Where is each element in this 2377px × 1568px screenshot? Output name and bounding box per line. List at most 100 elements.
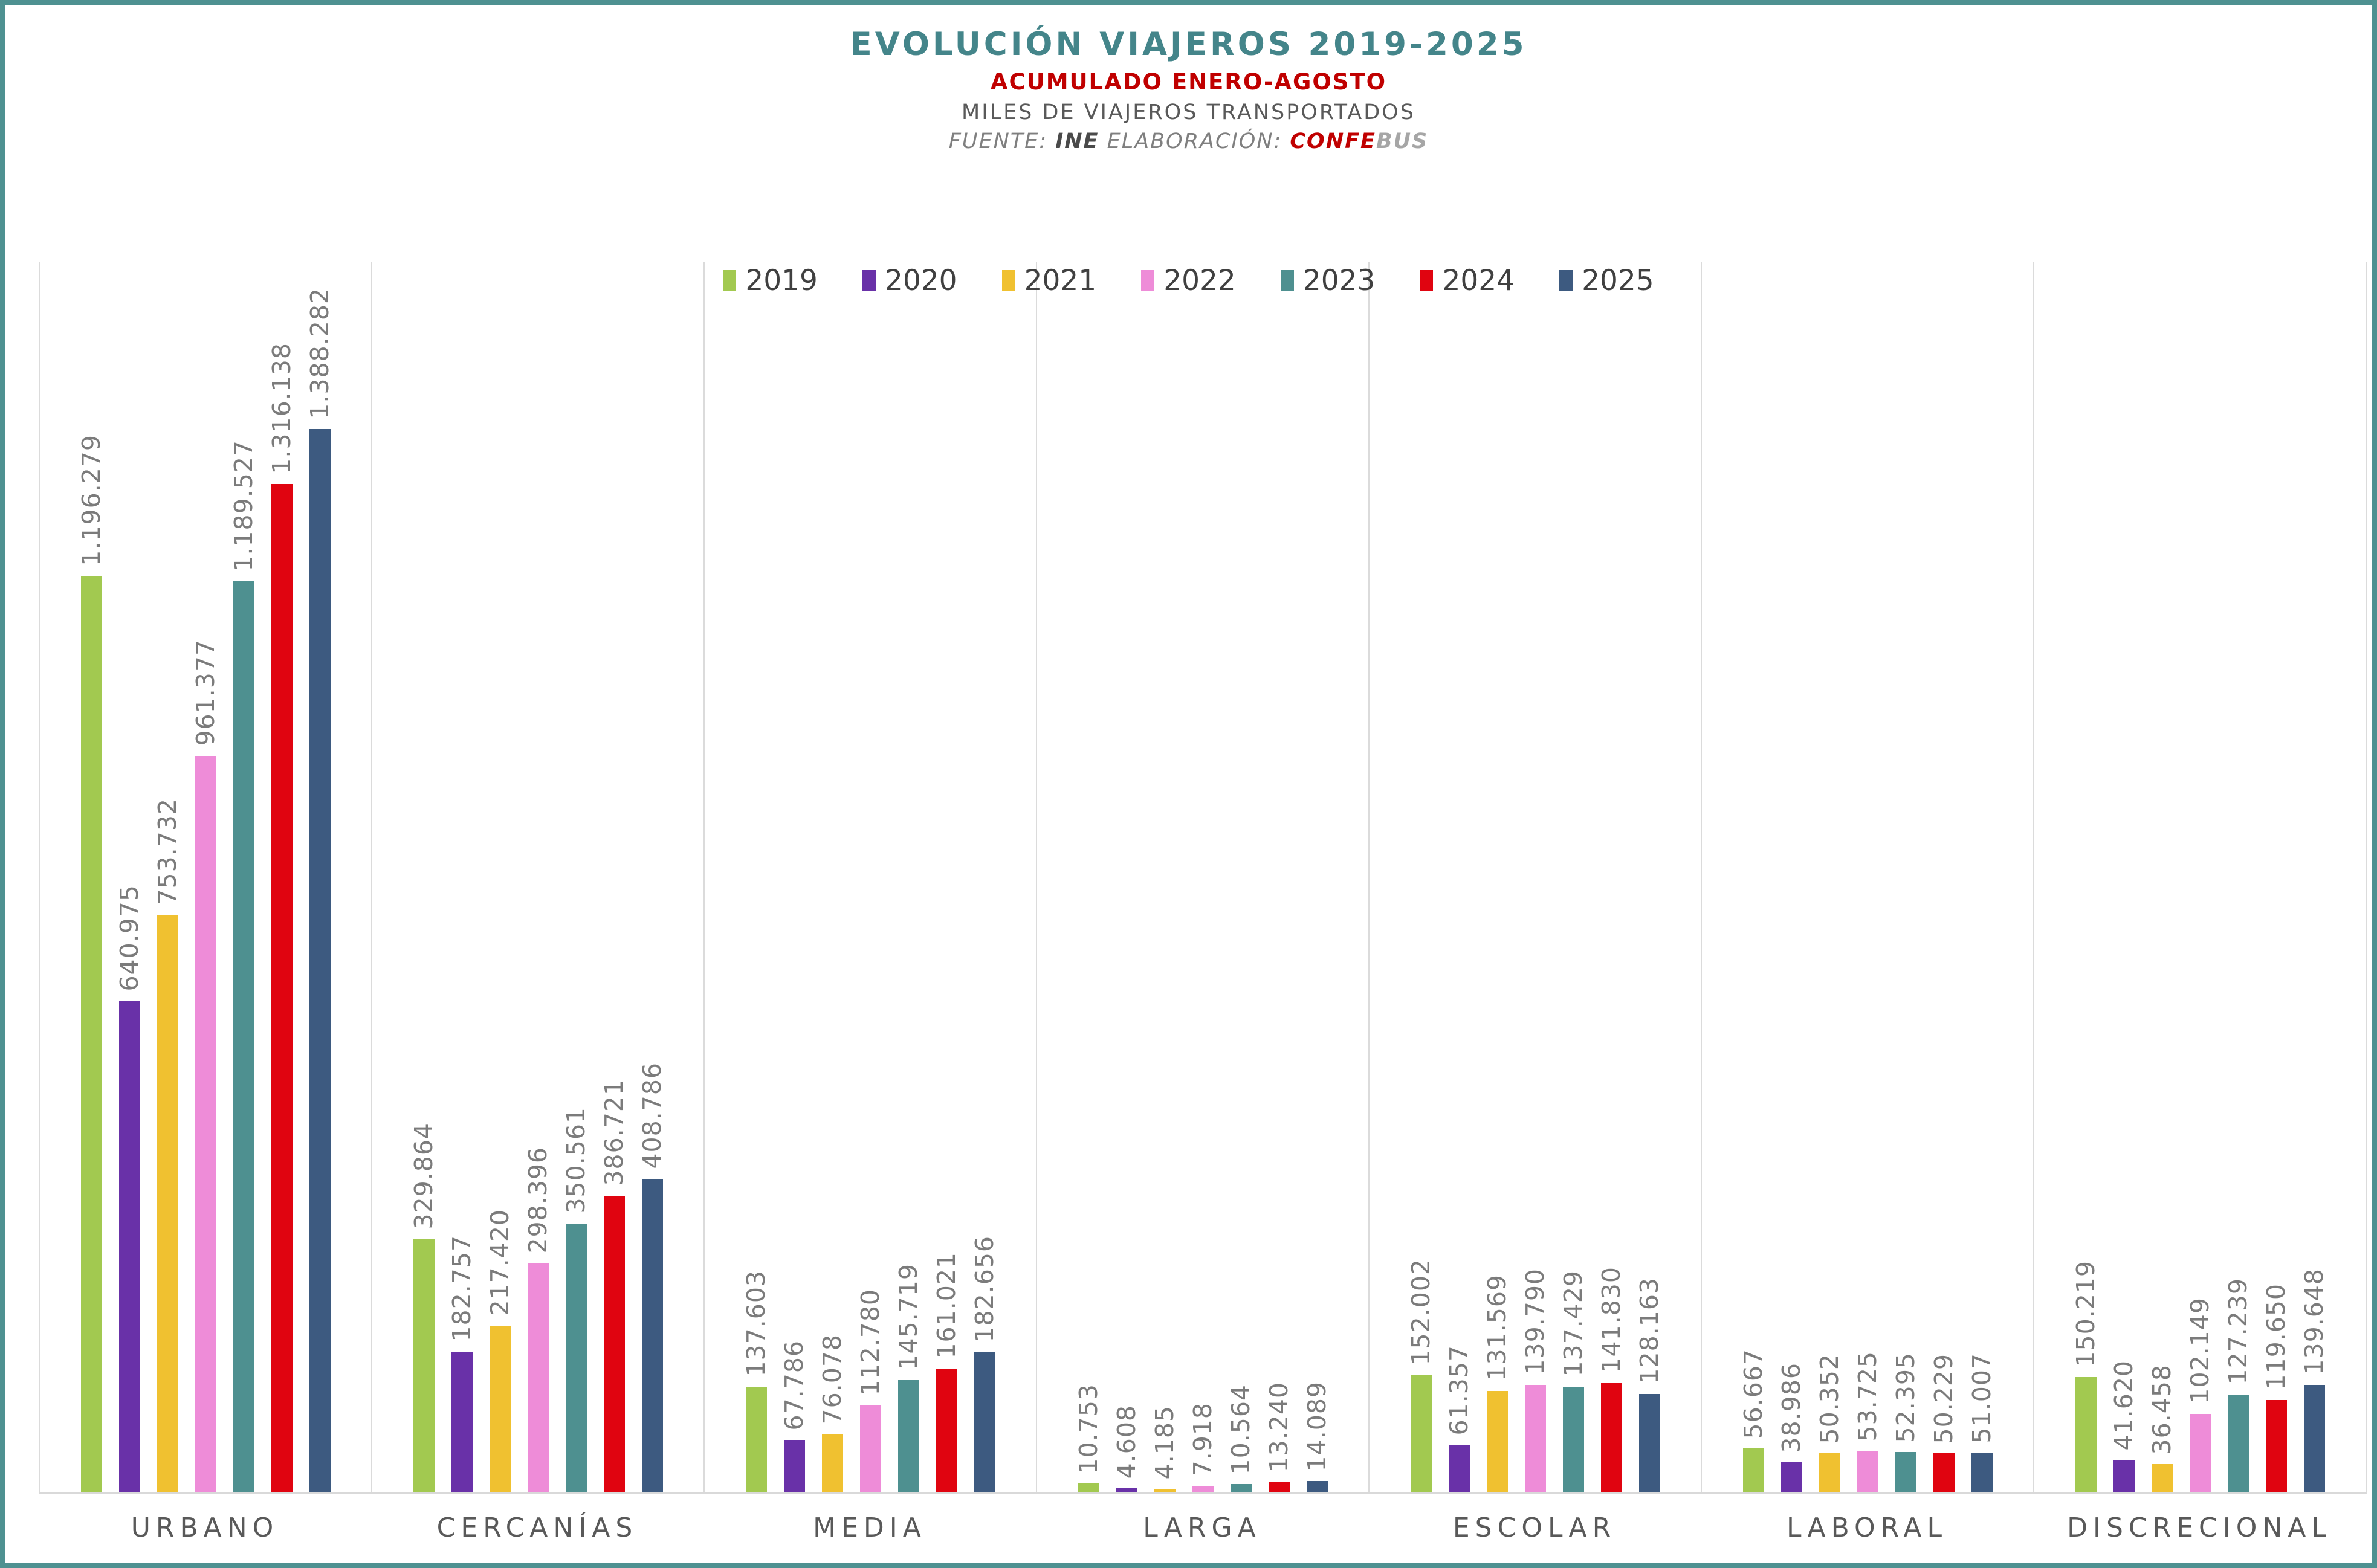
value-label: 36.458 <box>2147 1364 2176 1454</box>
value-label: 119.650 <box>2261 1283 2291 1390</box>
value-label: 350.561 <box>561 1107 590 1214</box>
bar-cell: 36.458 <box>2147 262 2176 1492</box>
bar-cell: 150.219 <box>2071 262 2100 1492</box>
bar-escolar-2023 <box>1562 1387 1584 1492</box>
bar-escolar-2022 <box>1524 1385 1546 1492</box>
bar-escolar-2019 <box>1410 1375 1432 1492</box>
value-label: 14.089 <box>1302 1381 1331 1471</box>
category-label-escolar: ESCOLAR <box>1452 1512 1617 1543</box>
value-label: 137.603 <box>741 1270 771 1377</box>
bar-cell: 51.007 <box>1967 262 1996 1492</box>
legend-swatch-2024 <box>1420 270 1434 291</box>
bar-media-2022 <box>859 1405 881 1492</box>
value-label: 141.830 <box>1596 1266 1626 1373</box>
bar-cell: 217.420 <box>485 262 514 1492</box>
bar-cell: 298.396 <box>523 262 552 1492</box>
value-label: 139.790 <box>1520 1268 1550 1375</box>
bar-cercanias-2022 <box>527 1263 549 1492</box>
bar-laboral-2021 <box>1819 1453 1840 1492</box>
elaboration-prefix: ELABORACIÓN: <box>1099 129 1290 153</box>
legend-label: 2021 <box>1024 264 1097 297</box>
value-label: 4.608 <box>1111 1404 1141 1479</box>
bar-media-2023 <box>897 1380 919 1492</box>
chart-subtitle: ACUMULADO ENERO-AGOSTO <box>990 69 1387 95</box>
value-label: 137.429 <box>1558 1270 1588 1377</box>
bar-group-media: 137.603 67.786 76.078 112.780 145.719 161.021… <box>703 262 1036 1492</box>
legend-label: 2019 <box>745 264 818 297</box>
bar-cell: 1.189.527 <box>229 262 258 1492</box>
value-label: 152.002 <box>1406 1259 1435 1366</box>
bar-cell: 386.721 <box>599 262 629 1492</box>
bar-cell: 127.239 <box>2223 262 2252 1492</box>
legend-label: 2024 <box>1442 264 1515 297</box>
category-label-cercanias: CERCANÍAS <box>436 1512 638 1543</box>
value-label: 408.786 <box>637 1062 667 1169</box>
bar-larga-2024 <box>1268 1482 1290 1492</box>
bar-discrecional-2023 <box>2227 1395 2249 1492</box>
bar-cell: 1.316.138 <box>267 262 296 1492</box>
value-label: 150.219 <box>2071 1260 2100 1367</box>
bar-cell: 13.240 <box>1264 262 1293 1492</box>
bar-discrecional-2020 <box>2113 1460 2135 1492</box>
legend-item-2022: 2022 <box>1141 266 1236 295</box>
bar-cell: 350.561 <box>561 262 590 1492</box>
bar-cell: 112.780 <box>855 262 885 1492</box>
bar-cell: 329.864 <box>409 262 438 1492</box>
value-label: 386.721 <box>599 1079 629 1186</box>
value-label: 961.377 <box>190 639 220 746</box>
value-label: 329.864 <box>409 1123 438 1230</box>
bar-media-2020 <box>783 1440 805 1492</box>
bar-media-2021 <box>821 1434 843 1492</box>
legend-item-2024: 2024 <box>1420 266 1515 295</box>
bar-escolar-2025 <box>1638 1394 1660 1492</box>
bar-cell: 50.229 <box>1929 262 1958 1492</box>
value-label: 131.569 <box>1482 1274 1512 1381</box>
source-prefix: FUENTE: <box>948 129 1056 153</box>
bar-larga-2023 <box>1230 1484 1252 1492</box>
category-label-laboral: LABORAL <box>1786 1512 1948 1543</box>
bar-cell: 152.002 <box>1406 262 1435 1492</box>
bar-cell: 408.786 <box>637 262 667 1492</box>
value-label: 41.620 <box>2109 1360 2138 1450</box>
bar-cell: 753.732 <box>153 262 182 1492</box>
value-label: 640.975 <box>114 885 144 992</box>
bar-cell: 10.753 <box>1074 262 1103 1492</box>
value-label: 112.780 <box>855 1289 885 1396</box>
bar-discrecional-2019 <box>2075 1377 2097 1492</box>
bar-cell: 131.569 <box>1482 262 1512 1492</box>
bar-discrecional-2024 <box>2265 1400 2287 1492</box>
bar-cell: 1.388.282 <box>305 262 334 1492</box>
bar-larga-2021 <box>1154 1489 1176 1492</box>
value-label: 38.986 <box>1776 1362 1806 1453</box>
chart-header: EVOLUCIÓN VIAJEROS 2019-2025 ACUMULADO E… <box>5 26 2372 153</box>
bar-discrecional-2025 <box>2303 1385 2325 1492</box>
bar-cell: 67.786 <box>780 262 809 1492</box>
value-label: 76.078 <box>817 1334 847 1424</box>
value-label: 139.648 <box>2299 1268 2329 1375</box>
bar-cell: 141.830 <box>1596 262 1626 1492</box>
bar-cell: 14.089 <box>1302 262 1331 1492</box>
legend-swatch-2022 <box>1141 270 1155 291</box>
bar-larga-2019 <box>1078 1483 1099 1492</box>
bar-urbano-2021 <box>157 915 178 1492</box>
value-label: 182.656 <box>969 1236 999 1343</box>
value-label: 61.357 <box>1444 1344 1473 1435</box>
legend-item-2023: 2023 <box>1280 266 1375 295</box>
bar-group-discrecional: 150.219 41.620 36.458 102.149 127.239 119.650… <box>2033 262 2366 1492</box>
bar-cell: 961.377 <box>190 262 220 1492</box>
value-label: 1.388.282 <box>305 288 334 419</box>
legend-swatch-2021 <box>1001 270 1015 291</box>
bar-urbano-2022 <box>195 756 216 1492</box>
bar-cell: 61.357 <box>1444 262 1473 1492</box>
bar-cell: 640.975 <box>114 262 144 1492</box>
legend-item-2021: 2021 <box>1001 264 1097 297</box>
value-label: 127.239 <box>2223 1278 2252 1385</box>
bar-cell: 182.757 <box>447 262 476 1492</box>
bar-media-2019 <box>745 1387 767 1492</box>
bar-escolar-2021 <box>1486 1391 1508 1492</box>
bar-urbano-2025 <box>309 429 331 1492</box>
bar-cercanias-2023 <box>565 1224 587 1492</box>
bar-laboral-2020 <box>1780 1462 1802 1492</box>
bar-larga-2025 <box>1306 1481 1328 1492</box>
